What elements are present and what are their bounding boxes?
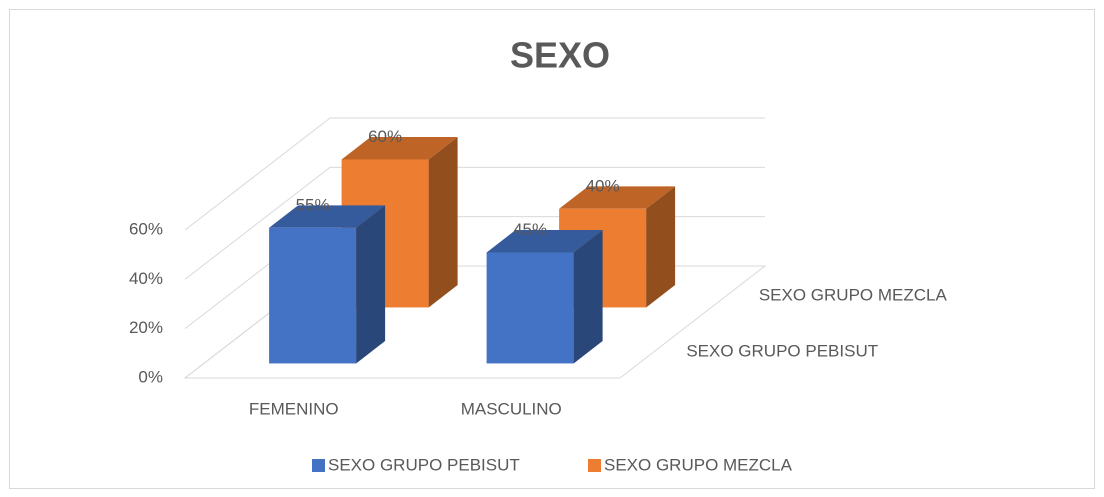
bar: [486, 230, 603, 364]
data-label: 40%: [586, 176, 620, 195]
y-tick-label: 40%: [129, 269, 163, 288]
series-axis-label: SEXO GRUPO PEBISUT: [686, 342, 878, 361]
bar-front: [486, 252, 574, 364]
data-label: 60%: [368, 127, 402, 146]
grid-line: [184, 166, 765, 280]
legend-swatch: [312, 459, 325, 472]
chart-title: SEXO: [510, 35, 610, 76]
bar-top: [341, 137, 458, 160]
grid-line: [184, 117, 765, 231]
series-axis-label: SEXO GRUPO MEZCLA: [759, 286, 948, 305]
bar-side: [646, 186, 676, 308]
data-label: 55%: [296, 195, 330, 214]
bar-top: [486, 230, 603, 253]
legend-label: SEXO GRUPO PEBISUT: [328, 455, 520, 474]
bar: [269, 205, 386, 364]
x-tick-label: MASCULINO: [461, 399, 562, 418]
bar-front: [269, 227, 357, 364]
y-tick-label: 60%: [129, 219, 163, 238]
bar-top: [269, 205, 386, 228]
legend-label: SEXO GRUPO MEZCLA: [604, 455, 793, 474]
y-tick-label: 20%: [129, 318, 163, 337]
y-tick-label: 0%: [138, 367, 163, 386]
bar-side: [356, 205, 386, 364]
bar-top: [559, 186, 676, 209]
legend-swatch: [588, 459, 601, 472]
data-label: 45%: [513, 220, 547, 239]
x-tick-label: FEMENINO: [249, 399, 339, 418]
bar-side: [573, 230, 603, 364]
bar-side: [428, 137, 458, 308]
